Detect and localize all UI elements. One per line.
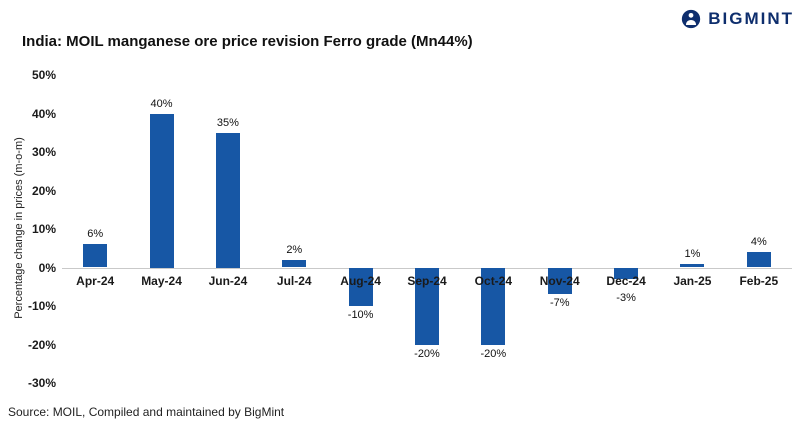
bigmint-logo-icon bbox=[680, 8, 702, 30]
bar-value-label: 1% bbox=[684, 247, 701, 260]
y-tick-label: 50% bbox=[31, 68, 56, 82]
x-category-label: Apr-24 bbox=[76, 273, 115, 288]
bar-value-label: -20% bbox=[414, 347, 440, 360]
bar-Jun-24 bbox=[215, 132, 240, 268]
bar-value-label: 2% bbox=[286, 243, 303, 256]
plot-area: Apr-24 6% May-24 40% Jun-24 35% Jul-24 2% Aug-24… bbox=[62, 75, 792, 383]
x-category-label: Sep-24 bbox=[407, 273, 447, 288]
x-category-label: Nov-24 bbox=[539, 273, 580, 288]
y-tick-label: 40% bbox=[31, 106, 56, 121]
x-category-label: Jul-24 bbox=[276, 273, 312, 288]
bar-Jan-25 bbox=[680, 263, 705, 268]
bar-value-label: 6% bbox=[87, 228, 104, 241]
bar-Nov-24 bbox=[547, 267, 572, 295]
bar-value-label: 40% bbox=[150, 97, 173, 110]
x-category-label: Dec-24 bbox=[606, 273, 646, 288]
y-tick-label: 30% bbox=[31, 145, 56, 159]
x-category-label: Jun-24 bbox=[208, 273, 248, 288]
x-category-label: Oct-24 bbox=[474, 273, 513, 288]
bar-Oct-24 bbox=[481, 267, 506, 345]
y-tick-label: -20% bbox=[27, 337, 56, 352]
chart-title: India: MOIL manganese ore price revision… bbox=[22, 33, 473, 50]
bar-May-24 bbox=[149, 113, 174, 268]
bar-value-label: -10% bbox=[347, 309, 374, 321]
y-tick-label: 10% bbox=[31, 222, 56, 236]
y-tick-label: 0% bbox=[38, 260, 56, 275]
y-tick-label: -10% bbox=[27, 299, 56, 313]
bar-Jul-24 bbox=[282, 259, 307, 268]
x-category-label: Aug-24 bbox=[340, 273, 381, 288]
bar-Apr-24 bbox=[83, 244, 108, 268]
bar-value-label: 35% bbox=[216, 116, 239, 129]
bar-value-label: 4% bbox=[750, 236, 767, 249]
bar-Dec-24 bbox=[614, 267, 639, 280]
bar-Sep-24 bbox=[415, 267, 439, 345]
bar-value-label: -3% bbox=[616, 291, 636, 304]
bar-value-label: -7% bbox=[549, 297, 570, 310]
x-category-label: Feb-25 bbox=[739, 273, 779, 288]
x-category-label: Jan-25 bbox=[673, 273, 712, 288]
y-tick-label: 20% bbox=[31, 183, 56, 198]
bar-value-label: -20% bbox=[480, 347, 507, 360]
bigmint-logo-text: BIGMINT bbox=[708, 9, 794, 28]
bar-Aug-24 bbox=[348, 267, 373, 306]
y-axis-ticks: 50% 40% 30% 20% 10% 0% -10% -20% -30% bbox=[0, 68, 56, 390]
bigmint-logo: BIGMINT bbox=[680, 8, 794, 30]
y-tick-label: -30% bbox=[27, 376, 56, 390]
bar-Feb-25 bbox=[746, 252, 771, 268]
x-category-label: May-24 bbox=[141, 273, 182, 288]
source-note: Source: MOIL, Compiled and maintained by… bbox=[8, 405, 285, 419]
